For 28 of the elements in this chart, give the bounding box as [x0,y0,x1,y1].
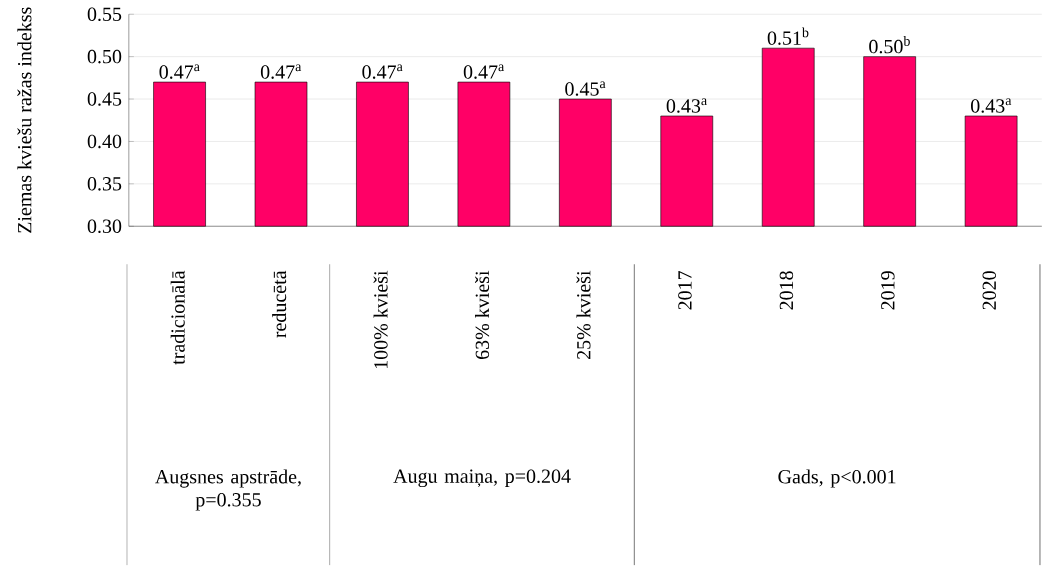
data-label: 0.51$^{b}$ [767,27,809,46]
y-tick-label: 0.45 [87,92,122,107]
y-tick-label: 0.30 [87,219,122,234]
data-label: 0.43$^{a}$ [666,98,707,114]
x-tick-label: 100% kvieši [373,271,388,369]
x-tick-label: 63% kvieši [474,271,490,360]
y-tick-label: 0.35 [87,177,122,191]
x-tick-label: 2020 [982,271,997,310]
y-tick-label: 0.50 [87,50,122,64]
data-label: 0.47$^{a}$ [260,64,302,80]
x-tick-label: 25% kvieši [576,271,591,360]
text: Augsnes apstrāde, p=0.355 [155,469,301,511]
x-tick-label: reducētā [272,270,287,338]
data-label: 0.43$^{a}$ [971,98,1012,114]
text: Augu maiņa, p=0.204 [393,469,571,488]
y-tick-label: 0.55 [87,7,122,22]
x-tick-label: 2018 [779,271,794,310]
data-label: 0.47$^{a}$ [362,64,403,80]
y-tick-label: 0.40 [87,134,122,149]
data-label: 0.47$^{a}$ [159,64,200,80]
x-tick-label: 2019 [881,271,895,310]
data-label: 0.45$^{a}$ [565,81,606,97]
y-axis-title: Ziemas kviešu ražas indekss [17,7,32,234]
data-label: 0.50$^{b}$ [869,36,910,54]
x-tick-label: 2017 [678,271,692,310]
x-tick-label: tradicionālā [170,270,185,365]
data-label: 0.47$^{a}$ [463,64,505,80]
text: Gads, p<0.001 [778,469,896,488]
